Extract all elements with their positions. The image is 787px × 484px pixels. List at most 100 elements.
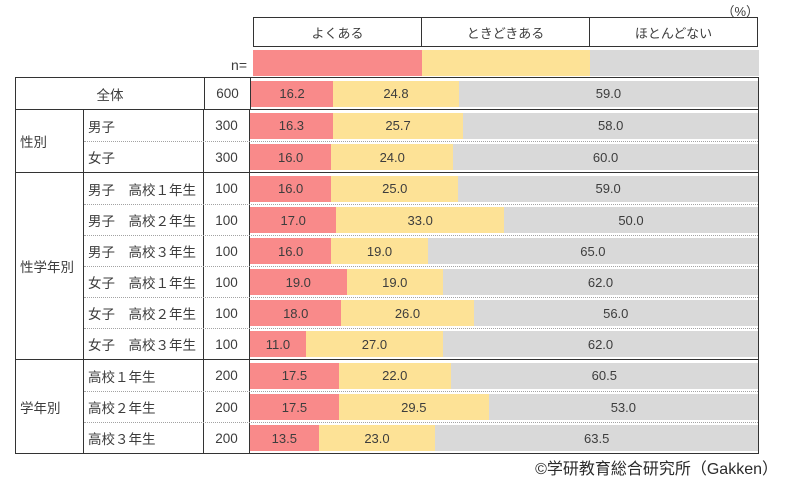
stacked-bar: 16.0 24.0 60.0 (250, 144, 758, 170)
bar-cell: 16.0 19.0 65.0 (250, 236, 758, 266)
table-row: 高校３年生 200 13.5 23.0 63.5 (84, 422, 758, 453)
row-n-value: 100 (204, 298, 250, 328)
table-row: 高校２年生 200 17.5 29.5 53.0 (84, 391, 758, 422)
bar-segment-yokuaru: 17.5 (250, 394, 339, 420)
bar-segment-tokidoki: 26.0 (341, 300, 474, 326)
row-n-value: 300 (204, 110, 250, 141)
bar-segment-tokidoki: 27.0 (305, 331, 444, 357)
table-row: 女子 高校２年生 100 18.0 26.0 56.0 (84, 297, 758, 328)
row-label: 女子 高校１年生 (84, 267, 204, 297)
row-label: 男子 (84, 110, 204, 141)
stacked-bar: 19.0 19.0 62.0 (250, 269, 758, 295)
stacked-bar: 17.5 29.5 53.0 (250, 394, 758, 420)
bar-segment-yokuaru: 16.0 (250, 144, 332, 170)
bar-cell: 16.2 24.8 59.0 (251, 78, 758, 109)
legend-item-yokuaru: よくある (311, 25, 364, 41)
row-label: 男子 高校１年生 (84, 173, 204, 204)
survey-table: 全体 600 16.2 24.8 59.0 性別 男子 300 16.3 25.7 58.0 女子 30… (15, 77, 759, 454)
stacked-bar: 16.0 19.0 65.0 (250, 238, 758, 264)
bar-segment-tokidoki: 33.0 (336, 207, 504, 233)
stacked-bar: 17.5 22.0 60.5 (250, 362, 758, 389)
row-label: 高校３年生 (84, 423, 204, 453)
table-row: 男子 高校１年生 100 16.0 25.0 59.0 (84, 173, 758, 204)
bar-segment-tokidoki: 22.0 (338, 362, 451, 389)
bar-segment-hotondonai: 59.0 (458, 80, 758, 107)
bar-segment-tokidoki: 24.0 (331, 144, 454, 170)
bar-cell: 19.0 19.0 62.0 (250, 267, 758, 297)
bar-segment-yokuaru: 19.0 (250, 269, 347, 295)
bar-segment-hotondonai: 56.0 (473, 300, 758, 326)
row-label: 高校２年生 (84, 392, 204, 422)
row-n-value: 100 (204, 173, 250, 204)
bar-segment-tokidoki: 19.0 (346, 269, 444, 295)
bar-segment-hotondonai: 50.0 (503, 207, 758, 233)
row-n-value: 200 (204, 360, 250, 391)
stacked-bar: 17.0 33.0 50.0 (250, 207, 758, 233)
bar-segment-tokidoki: 19.0 (331, 238, 428, 264)
bar-cell: 17.5 22.0 60.5 (250, 360, 758, 391)
row-label: 女子 (84, 142, 204, 172)
row-n-value: 100 (204, 267, 250, 297)
row-group: 学年別 高校１年生 200 17.5 22.0 60.5 高校２年生 200 17.5 29.5 5… (16, 359, 758, 453)
bar-segment-yokuaru: 16.0 (250, 238, 332, 264)
group-label: 性学年別 (16, 173, 84, 359)
bar-segment-yokuaru: 18.0 (250, 300, 342, 326)
bar-segment-tokidoki: 25.0 (331, 175, 459, 202)
row-label: 男子 高校３年生 (84, 236, 204, 266)
row-label: 男子 高校２年生 (84, 205, 204, 235)
bar-segment-tokidoki: 29.5 (338, 394, 489, 420)
stacked-bar: 11.0 27.0 62.0 (250, 331, 758, 357)
table-row: 女子 300 16.0 24.0 60.0 (84, 141, 758, 172)
group-label: 学年別 (16, 360, 84, 453)
row-n-value: 100 (204, 205, 250, 235)
n-equals-label: n= (231, 57, 247, 73)
stacked-bar: 16.0 25.0 59.0 (250, 175, 758, 202)
bar-segment-yokuaru: 11.0 (250, 331, 306, 357)
bar-segment-hotondonai: 60.5 (450, 362, 758, 389)
stacked-bar: 16.3 25.7 58.0 (250, 112, 758, 139)
stacked-bar: 13.5 23.0 63.5 (250, 425, 758, 451)
bar-segment-hotondonai: 63.5 (435, 425, 758, 451)
table-row: 男子 300 16.3 25.7 58.0 (84, 110, 758, 141)
legend: よくある ときどきある ほとんどない (253, 17, 758, 47)
row-label: 女子 高校２年生 (84, 298, 204, 328)
bar-segment-hotondonai: 60.0 (453, 144, 758, 170)
legend-swatch-hotondonai (590, 50, 760, 76)
stacked-bar: 16.2 24.8 59.0 (251, 80, 758, 107)
legend-color-strip (253, 50, 760, 76)
row-group: 性学年別 男子 高校１年生 100 16.0 25.0 59.0 男子 高校２年生 100 17… (16, 172, 758, 359)
bar-segment-yokuaru: 16.2 (251, 80, 334, 107)
bar-segment-hotondonai: 62.0 (443, 331, 758, 357)
row-n-value: 100 (204, 329, 250, 359)
bar-segment-yokuaru: 17.0 (250, 207, 337, 233)
legend-swatch-yokuaru (253, 50, 422, 76)
bar-segment-yokuaru: 16.0 (250, 175, 332, 202)
row-n-value: 100 (204, 236, 250, 266)
bar-segment-yokuaru: 16.3 (250, 112, 333, 139)
bar-cell: 13.5 23.0 63.5 (250, 423, 758, 453)
bar-segment-yokuaru: 13.5 (250, 425, 319, 451)
row-label: 高校１年生 (84, 360, 204, 391)
bar-cell: 16.0 24.0 60.0 (250, 142, 758, 172)
row-label: 女子 高校３年生 (84, 329, 204, 359)
table-row: 全体 600 16.2 24.8 59.0 (16, 78, 758, 109)
bar-cell: 11.0 27.0 62.0 (250, 329, 758, 359)
bar-segment-hotondonai: 58.0 (463, 112, 758, 139)
percent-unit-label: （%） (721, 4, 759, 19)
row-n-value: 200 (204, 423, 250, 453)
bar-cell: 18.0 26.0 56.0 (250, 298, 758, 328)
row-n-value: 600 (205, 78, 251, 109)
bar-segment-hotondonai: 53.0 (488, 394, 758, 420)
bar-segment-hotondonai: 65.0 (427, 238, 758, 264)
row-group: 全体 600 16.2 24.8 59.0 (16, 78, 758, 109)
table-row: 男子 高校３年生 100 16.0 19.0 65.0 (84, 235, 758, 266)
legend-item-tokidoki: ときどきある (421, 18, 589, 46)
table-row: 男子 高校２年生 100 17.0 33.0 50.0 (84, 204, 758, 235)
bar-segment-tokidoki: 24.8 (333, 80, 459, 107)
bar-cell: 17.0 33.0 50.0 (250, 205, 758, 235)
stacked-bar: 18.0 26.0 56.0 (250, 300, 758, 326)
row-group: 性別 男子 300 16.3 25.7 58.0 女子 300 16.0 24.0 60.0 (16, 109, 758, 172)
bar-segment-hotondonai: 59.0 (458, 175, 758, 202)
group-label: 性別 (16, 110, 84, 172)
